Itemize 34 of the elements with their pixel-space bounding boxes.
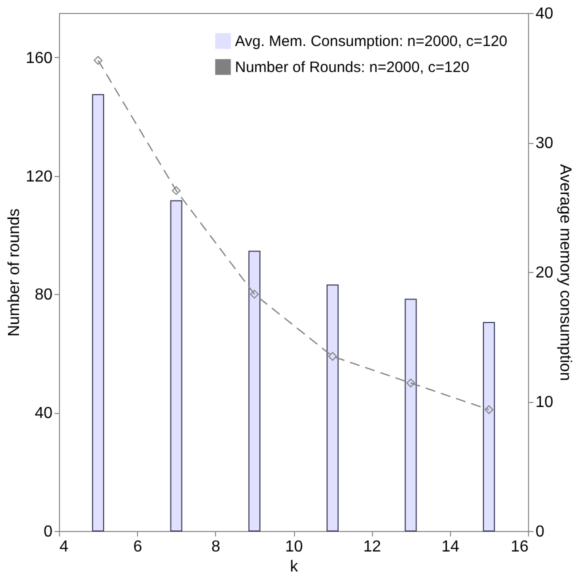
y2-tick-label: 10	[536, 394, 554, 411]
y-tick-label: 80	[34, 286, 53, 304]
bar	[170, 200, 182, 532]
x-tick-label: 14	[441, 538, 460, 556]
point	[484, 405, 494, 414]
y-tick-label: 160	[26, 50, 53, 67]
y-axis-title: Number of rounds	[6, 208, 23, 337]
x-tick-label: 16	[510, 538, 529, 556]
bar	[482, 322, 495, 532]
x-tick-label: 6	[133, 538, 142, 556]
y2-tick-label: 40	[536, 6, 554, 22]
y2-tick-label: 20	[536, 264, 554, 282]
bar	[248, 250, 260, 532]
legend-label: Number of Rounds: n=2000, c=120	[235, 59, 470, 76]
point	[406, 378, 416, 388]
bar	[326, 284, 339, 532]
y-tick-label: 0	[44, 524, 53, 540]
legend-label: Avg. Mem. Consumption: n=2000, c=120	[235, 33, 508, 50]
x-tick-label: 12	[363, 538, 382, 556]
point	[250, 290, 259, 299]
point	[172, 186, 181, 195]
y-tick-label: 120	[26, 168, 53, 186]
y2-tick-label: 30	[536, 135, 554, 152]
bar	[404, 298, 417, 532]
y2-axis-title: Average memory consumption	[556, 164, 574, 381]
point	[94, 56, 102, 65]
x-tick-label: 10	[285, 538, 303, 556]
x-axis-title: k	[290, 558, 299, 576]
x-tick-label: 8	[211, 538, 220, 556]
x-tick-label: 4	[60, 538, 68, 556]
y-tick-label: 40	[34, 405, 53, 422]
bar	[92, 94, 104, 532]
y2-tick-label: 0	[536, 524, 544, 540]
point	[328, 352, 337, 361]
